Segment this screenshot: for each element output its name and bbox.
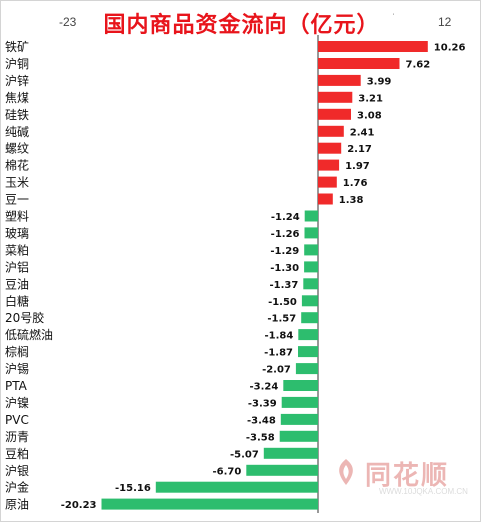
value-label-19: -2.07 — [262, 365, 291, 376]
value-label-12: -1.29 — [270, 246, 299, 257]
bar-20 — [283, 380, 318, 391]
value-label-22: -3.48 — [247, 415, 276, 426]
value-label-13: -1.30 — [270, 263, 299, 274]
category-label-7: 棉花 — [5, 158, 29, 173]
value-label-11: -1.26 — [271, 229, 300, 240]
bar-1 — [318, 58, 400, 69]
bar-11 — [304, 227, 318, 239]
bar-19 — [295, 363, 318, 375]
category-label-11: 玻璃 — [5, 226, 29, 240]
bar-0 — [318, 41, 428, 52]
bar-7 — [318, 159, 340, 171]
value-label-10: -1.24 — [271, 212, 300, 223]
value-label-8: 1.76 — [343, 178, 368, 189]
value-label-24: -5.07 — [230, 449, 259, 460]
bar-9 — [318, 193, 333, 205]
value-label-18: -1.87 — [264, 348, 293, 359]
bar-26 — [155, 481, 318, 493]
bar-13 — [304, 261, 318, 273]
watermark-brand: 同花顺 — [365, 461, 450, 491]
category-label-1: 沪铜 — [5, 56, 29, 71]
bar-18 — [298, 346, 318, 358]
category-label-4: 硅铁 — [5, 108, 29, 122]
category-label-16: 20号胶 — [5, 310, 44, 325]
value-label-23: -3.58 — [246, 432, 275, 443]
value-label-6: 2.17 — [347, 144, 372, 155]
bar-15 — [301, 295, 318, 307]
category-label-3: 焦煤 — [5, 91, 29, 105]
category-label-13: 沪铝 — [5, 259, 29, 274]
value-label-2: 3.99 — [367, 76, 392, 87]
bar-27 — [101, 498, 318, 510]
category-label-26: 沪金 — [5, 480, 29, 495]
bar-6 — [318, 142, 342, 154]
bar-5 — [318, 125, 344, 137]
value-label-20: -3.24 — [249, 382, 278, 393]
category-label-5: 纯碱 — [5, 125, 29, 139]
value-label-1: 7.62 — [406, 60, 431, 71]
category-label-6: 螺纹 — [5, 142, 29, 156]
bar-8 — [318, 176, 337, 188]
category-label-0: 铁矿 — [5, 40, 29, 54]
category-label-12: 菜粕 — [5, 242, 29, 257]
bar-2 — [318, 74, 361, 86]
category-label-24: 豆粕 — [5, 446, 29, 461]
value-label-26: -15.16 — [115, 483, 151, 494]
value-label-7: 1.97 — [345, 161, 370, 172]
category-label-15: 白糖 — [5, 293, 29, 308]
value-label-15: -1.50 — [268, 297, 297, 308]
value-label-0: 10.26 — [434, 43, 466, 54]
value-label-4: 3.08 — [357, 110, 382, 121]
x-axis-tick-min: -23 — [59, 15, 77, 29]
bar-12 — [304, 244, 318, 256]
bar-23 — [279, 430, 318, 442]
category-label-23: 沥青 — [5, 430, 29, 444]
bar-4 — [318, 108, 351, 120]
bar-22 — [280, 413, 318, 425]
bar-10 — [304, 210, 318, 222]
bar-17 — [298, 329, 318, 341]
category-label-20: PTA — [5, 379, 28, 393]
value-label-27: -20.23 — [61, 500, 97, 511]
bar-25 — [246, 464, 318, 476]
category-label-21: 沪镍 — [5, 396, 29, 410]
value-label-25: -6.70 — [212, 466, 241, 477]
value-label-17: -1.84 — [264, 331, 293, 342]
bar-14 — [303, 278, 318, 290]
value-label-5: 2.41 — [350, 127, 375, 138]
category-label-2: 沪锌 — [5, 74, 29, 88]
value-label-14: -1.37 — [269, 280, 298, 291]
category-label-25: 沪银 — [5, 464, 29, 478]
category-label-27: 原油 — [5, 498, 29, 512]
category-label-22: PVC — [5, 413, 29, 427]
category-label-8: 玉米 — [5, 176, 29, 190]
watermark-logo: 同花顺 WWW.10JQKA.COM.CN — [331, 453, 471, 499]
bar-16 — [301, 312, 318, 324]
category-label-14: 豆油 — [5, 277, 29, 291]
bar-24 — [263, 447, 318, 459]
bar-21 — [281, 396, 318, 408]
x-axis-tick-mark: ˈ — [392, 13, 396, 24]
category-label-17: 低硫燃油 — [5, 327, 53, 342]
category-label-10: 塑料 — [5, 209, 29, 224]
category-label-18: 棕榈 — [5, 344, 29, 359]
category-label-9: 豆一 — [5, 193, 29, 207]
brand-icon — [339, 459, 353, 485]
value-label-9: 1.38 — [339, 195, 364, 206]
x-axis-tick-max: 12 — [438, 15, 452, 29]
watermark-url: WWW.10JQKA.COM.CN — [379, 487, 468, 496]
value-label-3: 3.21 — [358, 93, 383, 104]
bar-3 — [318, 91, 353, 103]
category-label-19: 沪锡 — [5, 361, 29, 376]
value-label-21: -3.39 — [248, 398, 277, 409]
value-label-16: -1.57 — [267, 314, 296, 325]
chart-title: 国内商品资金流向（亿元） — [103, 13, 380, 38]
